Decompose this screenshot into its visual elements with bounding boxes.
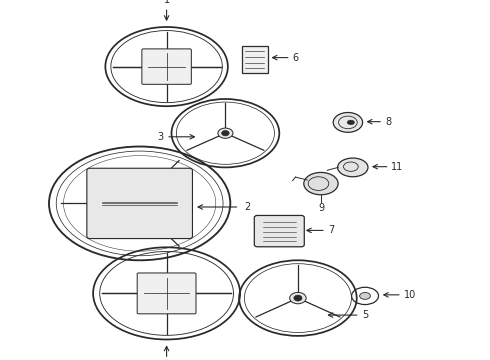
- FancyBboxPatch shape: [242, 46, 268, 73]
- FancyBboxPatch shape: [137, 273, 196, 314]
- Text: 6: 6: [293, 53, 299, 63]
- Text: 1: 1: [164, 0, 170, 5]
- Text: 8: 8: [385, 117, 391, 127]
- Ellipse shape: [218, 128, 233, 138]
- Ellipse shape: [360, 292, 370, 300]
- Text: 2: 2: [244, 202, 250, 212]
- Ellipse shape: [304, 172, 338, 195]
- FancyBboxPatch shape: [87, 168, 193, 239]
- Ellipse shape: [333, 112, 363, 132]
- Text: 9: 9: [318, 203, 324, 213]
- Ellipse shape: [294, 295, 302, 301]
- Text: 3: 3: [157, 132, 164, 142]
- Ellipse shape: [290, 292, 306, 304]
- Text: 5: 5: [363, 310, 369, 320]
- FancyBboxPatch shape: [142, 49, 192, 84]
- Ellipse shape: [347, 120, 355, 125]
- Text: 7: 7: [328, 225, 334, 235]
- FancyBboxPatch shape: [254, 215, 304, 247]
- Text: 11: 11: [391, 162, 403, 172]
- Text: 10: 10: [404, 290, 416, 300]
- Ellipse shape: [221, 130, 229, 136]
- Ellipse shape: [338, 158, 368, 177]
